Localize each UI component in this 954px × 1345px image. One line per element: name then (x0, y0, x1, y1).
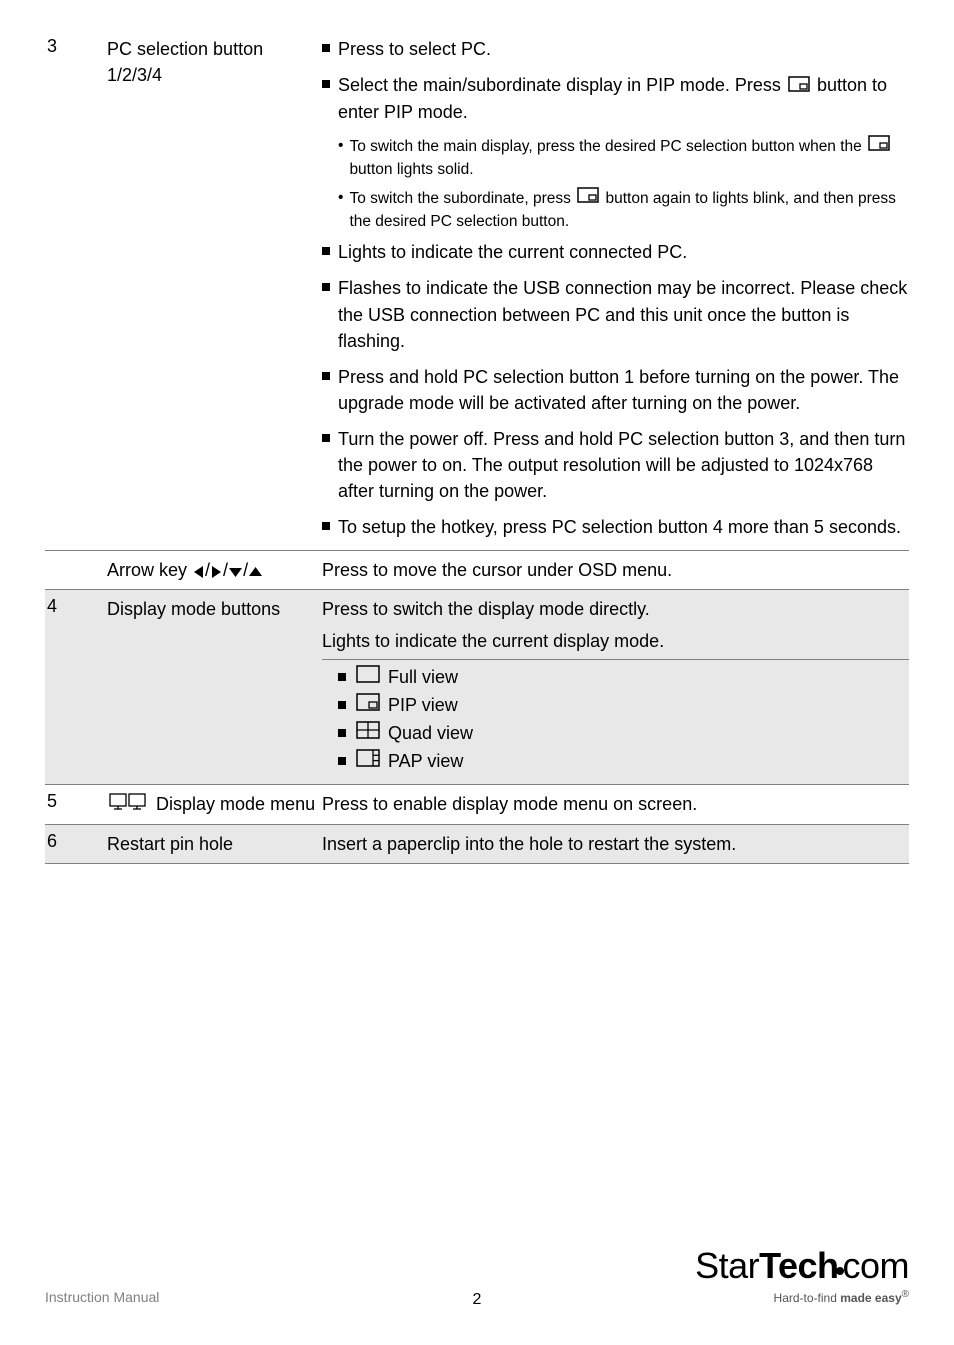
bullet-text: Press and hold PC selection button 1 bef… (338, 364, 909, 416)
view-label: PAP view (388, 748, 463, 774)
row-name: Display mode menu (107, 785, 322, 824)
table-row: 4 Display mode buttons Press to switch t… (45, 590, 909, 785)
row-name: Restart pin hole (107, 825, 322, 863)
row-number (45, 551, 107, 589)
table-row: 6 Restart pin hole Insert a paperclip in… (45, 825, 909, 864)
view-label: Quad view (388, 720, 473, 746)
startech-logo: StarTechcom Hard-to-find made easy® (695, 1245, 909, 1305)
pipview-icon (356, 692, 380, 718)
logo-text: StarTechcom (695, 1245, 909, 1287)
view-item: Quad view (338, 720, 909, 746)
pip-icon (868, 135, 890, 158)
reference-table: 3 PC selection button 1/2/3/4 Press to s… (45, 30, 909, 864)
row-number: 6 (45, 825, 107, 863)
view-item: PAP view (338, 748, 909, 774)
dual-monitor-icon (109, 792, 149, 818)
name-line: 1/2/3/4 (107, 62, 322, 88)
row-name: Arrow key /// (107, 551, 322, 589)
pip-icon (577, 187, 599, 210)
table-row: 3 PC selection button 1/2/3/4 Press to s… (45, 30, 909, 551)
square-bullet-icon (322, 372, 330, 380)
square-bullet-icon (322, 247, 330, 255)
pip-icon (788, 73, 810, 99)
arrow-up-icon (248, 560, 263, 580)
square-bullet-icon (322, 44, 330, 52)
square-bullet-icon (322, 283, 330, 291)
square-bullet-icon (322, 434, 330, 442)
arrow-right-icon (210, 560, 223, 580)
sub-bullet-item: • To switch the subordinate, press butto… (338, 187, 909, 233)
desc-line: Lights to indicate the current display m… (322, 628, 909, 659)
arrow-left-icon (192, 560, 205, 580)
row-description: Press to enable display mode menu on scr… (322, 785, 909, 824)
row-number: 4 (45, 590, 107, 784)
sub-bullet-text: To switch the main display, press the de… (349, 135, 909, 181)
bullet-text: Turn the power off. Press and hold PC se… (338, 426, 909, 504)
dot-bullet-icon: • (338, 187, 343, 233)
row-description: Press to move the cursor under OSD menu. (322, 551, 909, 589)
square-bullet-icon (322, 522, 330, 530)
bullet-item: Flashes to indicate the USB connection m… (322, 275, 909, 353)
bullet-item: Select the main/subordinate display in P… (322, 72, 909, 125)
row-description: Insert a paperclip into the hole to rest… (322, 825, 909, 863)
sub-bullet-item: • To switch the main display, press the … (338, 135, 909, 181)
square-bullet-icon (338, 701, 346, 709)
bullet-item: Press and hold PC selection button 1 bef… (322, 364, 909, 416)
bullet-item: Turn the power off. Press and hold PC se… (322, 426, 909, 504)
row-name: PC selection button 1/2/3/4 (107, 30, 322, 550)
row-number: 3 (45, 30, 107, 550)
bullet-text: Lights to indicate the current connected… (338, 239, 687, 265)
footer-label: Instruction Manual (45, 1289, 159, 1305)
fullview-icon (356, 664, 380, 690)
square-bullet-icon (322, 80, 330, 88)
sub-bullet-text: To switch the subordinate, press button … (349, 187, 909, 233)
papview-icon (356, 748, 380, 774)
bullet-text: Press to select PC. (338, 36, 491, 62)
row-number: 5 (45, 785, 107, 824)
quadview-icon (356, 720, 380, 746)
arrow-down-icon (228, 560, 243, 580)
view-item: PIP view (338, 692, 909, 718)
bullet-item: To setup the hotkey, press PC selection … (322, 514, 909, 540)
bullet-text: To setup the hotkey, press PC selection … (338, 514, 901, 540)
page-number: 2 (473, 1291, 482, 1309)
registered-icon: ® (902, 1289, 909, 1300)
view-item: Full view (338, 664, 909, 690)
bullet-item: Press to select PC. (322, 36, 909, 62)
bullet-text: Flashes to indicate the USB connection m… (338, 275, 909, 353)
bullet-item: Lights to indicate the current connected… (322, 239, 909, 265)
view-label: PIP view (388, 692, 458, 718)
table-row: Arrow key /// Press to move the cursor u… (45, 551, 909, 590)
logo-tagline: Hard-to-find made easy® (695, 1289, 909, 1305)
row-description: Press to switch the display mode directl… (322, 590, 909, 784)
square-bullet-icon (338, 757, 346, 765)
desc-line: Press to switch the display mode directl… (322, 596, 909, 622)
row-name: Display mode buttons (107, 590, 322, 784)
dot-bullet-icon: • (338, 135, 343, 181)
name-line: PC selection button (107, 36, 322, 62)
table-row: 5 Display mode menu Press to enable disp… (45, 785, 909, 825)
row-description: Press to select PC. Select the main/subo… (322, 30, 909, 550)
bullet-text: Select the main/subordinate display in P… (338, 72, 909, 125)
square-bullet-icon (338, 729, 346, 737)
square-bullet-icon (338, 673, 346, 681)
view-label: Full view (388, 664, 458, 690)
